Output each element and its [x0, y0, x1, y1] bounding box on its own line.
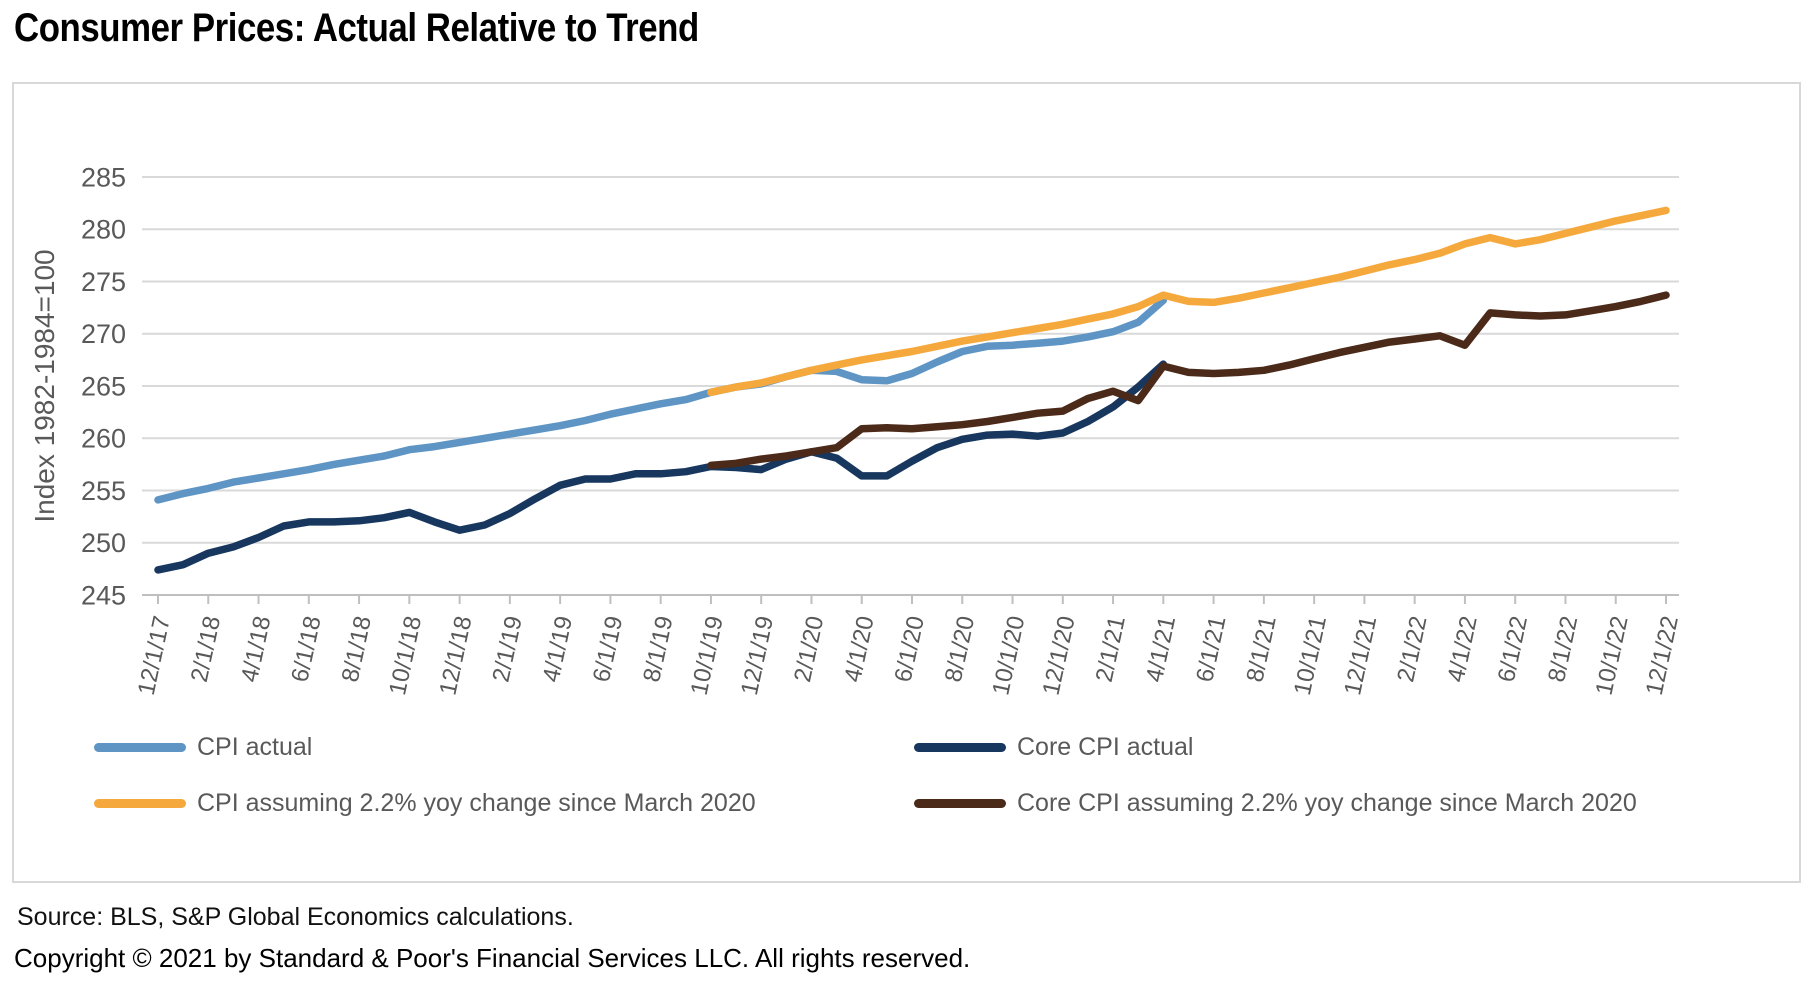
series-line-core-cpi-trend — [707, 291, 1670, 470]
page-title-text: Consumer Prices: Actual Relative to Tren… — [14, 6, 699, 50]
x-tick-label: 6/1/18 — [286, 614, 326, 685]
x-tick-label: 10/1/18 — [384, 614, 427, 698]
page-title: Consumer Prices: Actual Relative to Tren… — [14, 6, 801, 51]
x-tick-label: 2/1/20 — [789, 614, 829, 685]
x-tick-label: 6/1/21 — [1191, 614, 1231, 685]
y-tick-label: 255 — [81, 476, 126, 506]
x-tick-label: 4/1/21 — [1141, 614, 1181, 685]
x-tick-label: 4/1/20 — [839, 614, 879, 685]
legend-item-cpi-trend: CPI assuming 2.2% yoy change since March… — [94, 788, 914, 818]
y-tick-label: 265 — [81, 371, 126, 401]
x-tick-label: 8/1/18 — [337, 614, 377, 685]
legend-item-core-cpi-trend: Core CPI assuming 2.2% yoy change since … — [914, 788, 1637, 818]
x-tick-label: 2/1/19 — [487, 614, 527, 685]
legend-item-cpi-actual: CPI actual — [94, 732, 914, 762]
y-tick-label: 270 — [81, 319, 126, 349]
x-tick-label: 6/1/19 — [588, 614, 628, 685]
y-axis-title: Index 1982-1984=100 — [29, 249, 60, 522]
series-line-core-cpi-actual — [154, 360, 1168, 574]
legend-item-core-cpi-actual: Core CPI actual — [914, 732, 1637, 762]
x-tick-label: 8/1/19 — [638, 614, 678, 685]
x-tick-label: 8/1/22 — [1543, 614, 1583, 685]
x-tick-label: 8/1/20 — [940, 614, 980, 685]
x-tick-label: 10/1/21 — [1289, 614, 1332, 698]
x-tick-label: 10/1/19 — [686, 614, 729, 698]
y-tick-label: 280 — [81, 215, 126, 245]
x-tick-label: 2/1/18 — [186, 614, 226, 685]
x-tick-label: 12/1/17 — [133, 614, 176, 698]
chart-panel: 245 250 255 260 265 270 275 280 285 Index 1982-19… — [12, 82, 1801, 883]
x-tick-label: 4/1/19 — [538, 614, 578, 685]
y-tick-label: 260 — [81, 424, 126, 454]
y-tick-label: 275 — [81, 267, 126, 297]
core-cpi-actual-legend-label: Core CPI actual — [1017, 732, 1194, 761]
source-note: Source: BLS, S&P Global Economics calcul… — [17, 903, 574, 931]
x-tick-label: 12/1/18 — [434, 614, 477, 698]
cpi-trend-legend-swatch — [94, 798, 186, 808]
x-tick-label: 2/1/22 — [1392, 614, 1432, 685]
x-tick-label: 10/1/22 — [1591, 614, 1634, 698]
legend: CPI actual Core CPI actual CPI assuming 2.… — [94, 732, 1637, 818]
core-cpi-trend-legend-swatch — [914, 798, 1006, 808]
x-tick-label: 12/1/22 — [1641, 614, 1684, 698]
cpi-trend-legend-label: CPI assuming 2.2% yoy change since March… — [197, 788, 756, 817]
x-tick-label: 8/1/21 — [1241, 614, 1281, 685]
x-tick-label: 4/1/22 — [1443, 614, 1483, 685]
y-tick-label: 285 — [81, 162, 126, 192]
x-tick-label: 6/1/20 — [890, 614, 930, 685]
x-tick-label: 4/1/18 — [236, 614, 276, 685]
series-line-cpi-actual — [154, 296, 1168, 504]
series-line-cpi-trend — [707, 206, 1670, 397]
x-tick-label: 12/1/21 — [1339, 614, 1382, 698]
core-cpi-actual-legend-swatch — [914, 742, 1006, 752]
x-tick-label: 10/1/20 — [987, 614, 1030, 698]
x-tick-label: 2/1/21 — [1091, 614, 1131, 685]
x-tick-label: 12/1/19 — [736, 614, 779, 698]
line-chart: 245 250 255 260 265 270 275 280 285 Index 1982-19… — [29, 162, 1684, 698]
core-cpi-trend-legend-label: Core CPI assuming 2.2% yoy change since … — [1017, 788, 1637, 817]
cpi-actual-legend-label: CPI actual — [197, 732, 313, 761]
y-tick-label: 245 — [81, 580, 126, 610]
x-tick-label: 6/1/22 — [1493, 614, 1533, 685]
cpi-actual-legend-swatch — [94, 742, 186, 752]
x-tick-label: 12/1/20 — [1038, 614, 1081, 698]
y-tick-label: 250 — [81, 528, 126, 558]
copyright-note: Copyright © 2021 by Standard & Poor's Fi… — [14, 943, 971, 973]
